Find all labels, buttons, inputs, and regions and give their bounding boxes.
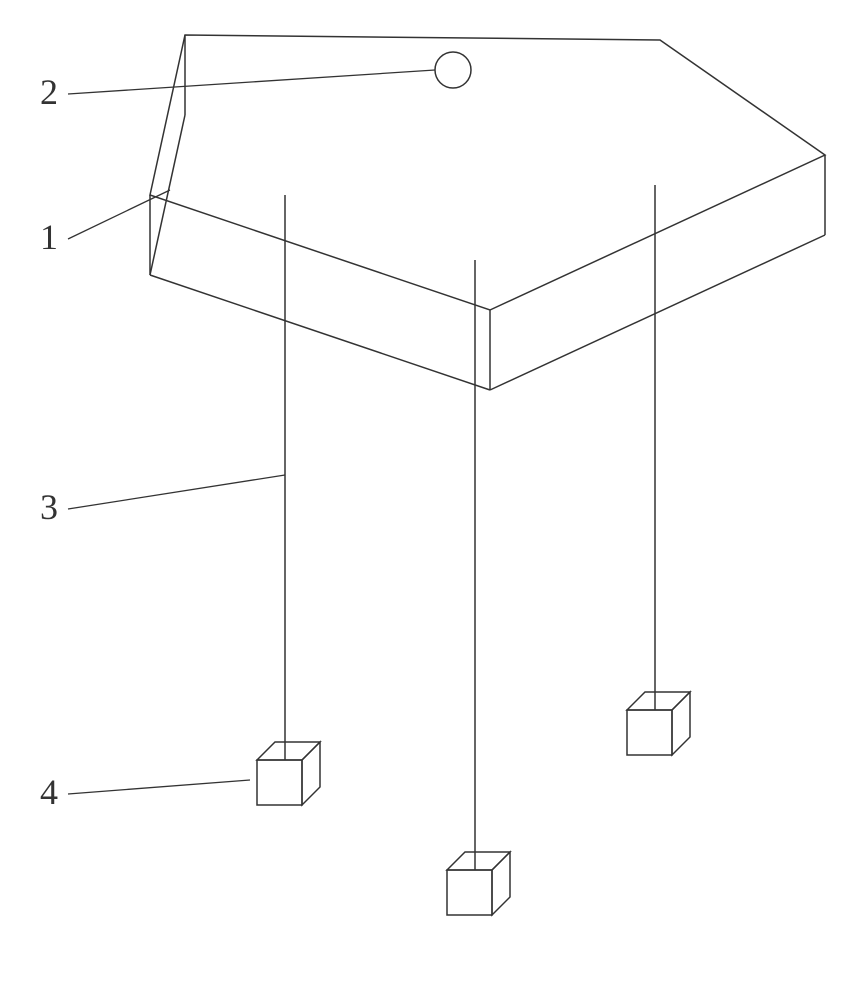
callout-label: 3	[40, 487, 58, 527]
callout-label: 2	[40, 72, 58, 112]
callout-label: 4	[40, 772, 58, 812]
technical-diagram: 2 1 3 4	[0, 0, 843, 1000]
callout-label: 1	[40, 217, 58, 257]
